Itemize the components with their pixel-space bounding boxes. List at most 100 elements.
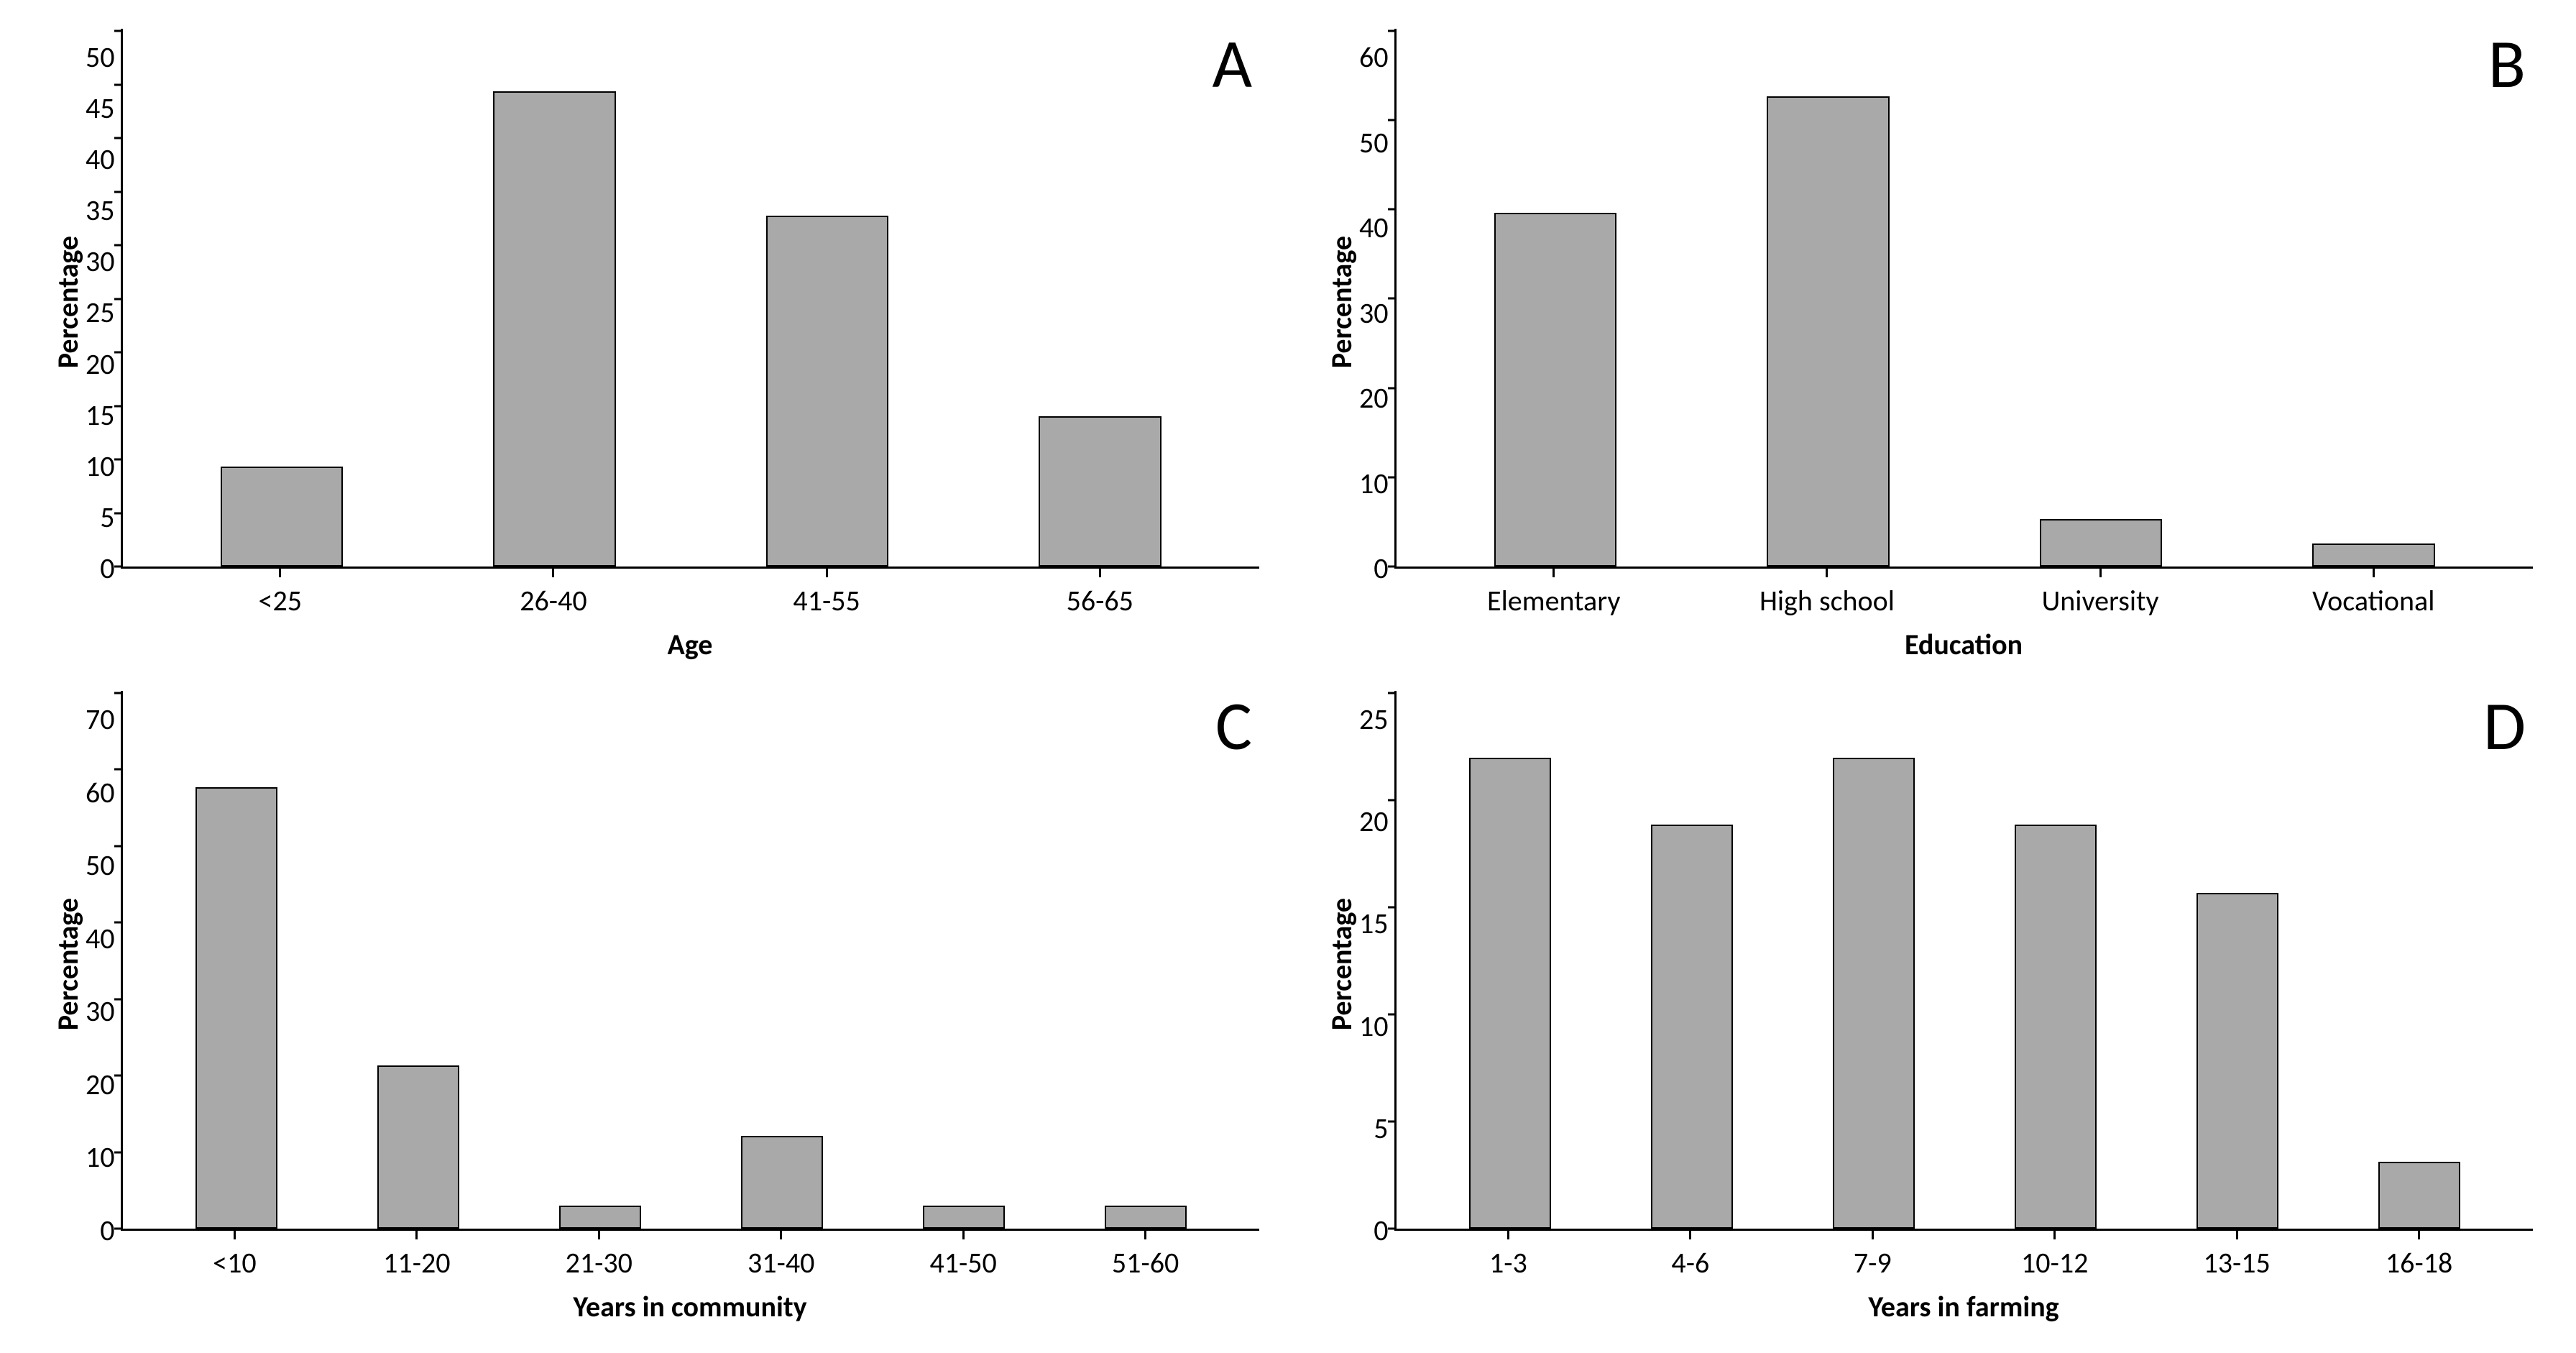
bar [1105,1206,1187,1229]
panel-b: B Percentage 0102030405060 ElementaryHig… [1317,29,2533,662]
ytick-mark [114,1075,123,1077]
bar-slot [964,29,1237,567]
bar-slot [509,691,691,1229]
xtick-label: University [1964,583,2237,618]
bar-slot [145,691,327,1229]
ytick-label: 0 [1374,1216,1388,1245]
plot-wrap-b: 0102030405060 ElementaryHigh schoolUnive… [1359,29,2533,662]
xtick-mark [2418,1231,2420,1239]
bar-slot [1782,691,1964,1229]
xtick-label: 56-65 [963,583,1236,618]
ytick-mark [1388,1014,1397,1016]
ytick-mark [1388,1228,1397,1230]
xtick-mark [962,1231,965,1239]
ytick-mark [114,566,123,568]
ylabel-c: Percentage [43,898,86,1030]
plot-c: 010203040506070 [86,691,1259,1231]
bar [2312,544,2435,567]
bar-slot [1419,691,1601,1229]
ytick-label: 0 [100,554,114,583]
bar-slot [327,691,509,1229]
xtick-mark [552,569,554,577]
ytick-label: 20 [86,350,115,379]
bars-box-b [1394,29,2533,569]
ytick-label: 40 [86,925,115,953]
xtick-label: 31-40 [690,1245,872,1280]
bars-d [1397,691,2533,1229]
ytick-label: 25 [1359,705,1389,734]
ytick-label: 50 [86,851,115,880]
bars-c [123,691,1259,1229]
xtick-mark [234,1231,236,1239]
ytick-mark [114,845,123,847]
xtick-label: 11-20 [326,1245,507,1280]
ytick-mark [114,1151,123,1153]
ytick-marks-c [114,691,123,1229]
ylabel-a: Percentage [43,236,86,368]
xticks-col-c: <1011-2021-3031-4041-5051-60 Years in co… [121,1231,1259,1324]
xlabel-c: Years in community [121,1280,1259,1324]
ytick-mark [1388,387,1397,389]
xtick-mark [2373,569,2375,577]
bar-slot [1419,29,1692,567]
ytick-mark [1388,799,1397,802]
bar-slot [1964,29,2237,567]
bar [1767,96,1890,567]
ytick-mark [114,692,123,694]
xtick-mark [1872,1231,1874,1239]
chart-area-d: Percentage 0510152025 1-34-67-910-1213-1… [1317,691,2533,1324]
plot-d: 0510152025 [1359,691,2533,1231]
ytick-label: 10 [1359,1012,1389,1041]
xtick-label: 7-9 [1782,1245,1964,1280]
chart-grid: A Percentage 05101520253035404550 <2526-… [0,0,2576,1353]
chart-area-b: Percentage 0102030405060 ElementaryHigh … [1317,29,2533,662]
xtick-mark [279,569,281,577]
ytick-label: 20 [86,1070,115,1099]
xlabel-a: Age [121,618,1259,662]
bar [196,787,277,1229]
xtick-label: 51-60 [1054,1245,1236,1280]
ytick-label: 30 [86,247,115,276]
ytick-mark [114,405,123,407]
bar-slot [2237,29,2511,567]
plot-wrap-d: 0510152025 1-34-67-910-1213-1516-18 Year… [1359,691,2533,1324]
ytick-marks-a [114,29,123,567]
bar [1494,213,1617,567]
xtick-marks-c [121,1231,1259,1239]
ytick-label: 10 [1359,469,1389,498]
ytick-label: 60 [86,779,115,807]
chart-area-a: Percentage 05101520253035404550 <2526-40… [43,29,1259,662]
bar-slot [691,691,873,1229]
ytick-marks-b [1388,29,1397,567]
bar [1651,825,1733,1229]
xticks-col-b: ElementaryHigh schoolUniversityVocationa… [1394,569,2533,662]
ytick-mark [1388,119,1397,121]
bar [741,1136,823,1229]
bar [377,1065,459,1229]
bars-box-a [121,29,1259,569]
xtick-label: Elementary [1417,583,1690,618]
xticks-row-c: <1011-2021-3031-4041-5051-60 Years in co… [86,1231,1259,1324]
bars-box-d [1394,691,2533,1231]
plot-b: 0102030405060 [1359,29,2533,569]
bar [221,467,344,567]
xtick-mark [2099,569,2102,577]
chart-area-c: Percentage 010203040506070 <1011-2021-30… [43,691,1259,1324]
ytick-mark [114,137,123,139]
xtick-marks-a [121,569,1259,577]
ytick-mark [1388,907,1397,909]
xtick-label: 26-40 [417,583,690,618]
xticks-col-a: <2526-4041-5556-65 Age [121,569,1259,662]
xtick-mark [1826,569,1828,577]
xticks-row-d: 1-34-67-910-1213-1516-18 Years in farmin… [1359,1231,2533,1324]
ylabel-d: Percentage [1317,898,1359,1030]
xticks-row-a: <2526-4041-5556-65 Age [86,569,1259,662]
ytick-label: 25 [86,298,115,327]
ytick-label: 0 [1374,554,1388,583]
ytick-mark [1388,476,1397,478]
ytick-label: 70 [86,705,115,734]
xtick-mark [826,569,828,577]
ytick-mark [1388,298,1397,300]
xtick-mark [598,1231,600,1239]
ytick-label: 20 [1359,384,1389,413]
